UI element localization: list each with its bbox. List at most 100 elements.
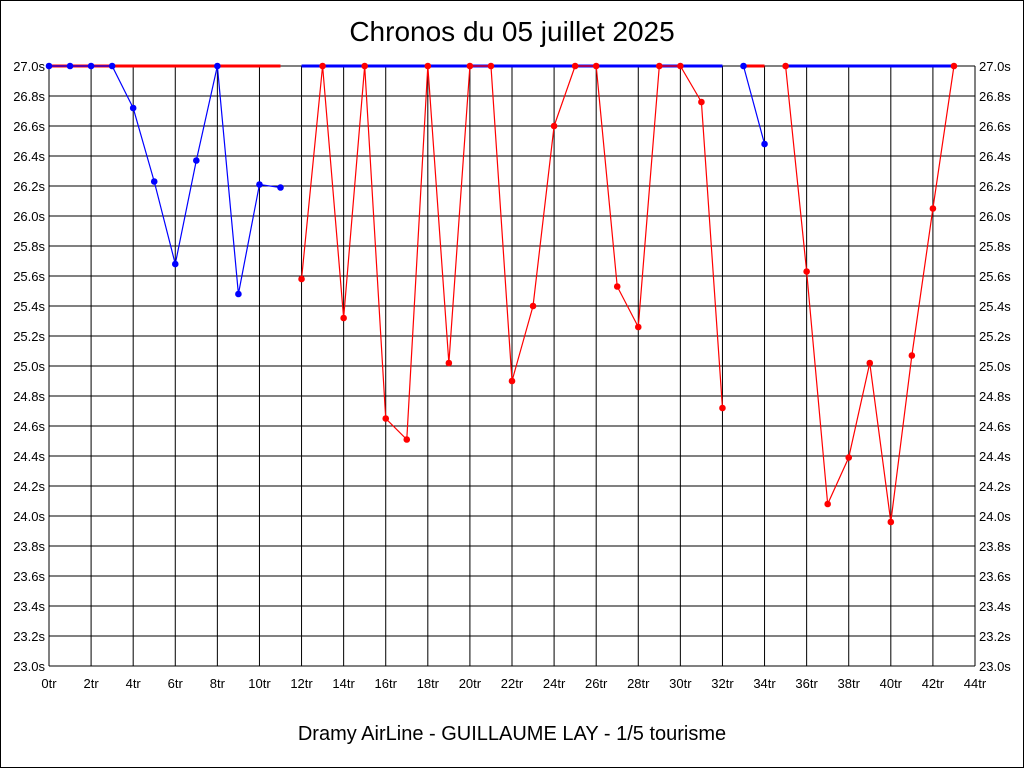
data-point (634, 323, 642, 331)
data-point (108, 62, 116, 70)
data-point (193, 157, 200, 164)
y-tick-label-right: 26.2s (979, 179, 1011, 194)
y-tick-label-right: 23.6s (979, 569, 1011, 584)
y-tick-label-right: 23.2s (979, 629, 1011, 644)
x-tick-label: 14tr (332, 676, 355, 691)
data-point (677, 62, 684, 70)
data-point (445, 359, 453, 367)
x-tick-label: 12tr (290, 676, 313, 691)
x-tick-label: 24tr (543, 676, 566, 691)
y-tick-label-left: 23.0s (13, 659, 45, 674)
x-tick-label: 26tr (585, 676, 608, 691)
data-point (845, 454, 853, 461)
y-tick-label-left: 25.2s (13, 329, 45, 344)
data-point (214, 62, 221, 70)
data-point (592, 62, 600, 70)
y-tick-label-right: 24.4s (979, 449, 1011, 464)
y-tick-label-left: 27.0s (13, 59, 45, 74)
y-tick-label-right: 26.4s (979, 149, 1011, 164)
y-tick-label-left: 26.2s (13, 179, 45, 194)
y-tick-label-right: 23.4s (979, 599, 1011, 614)
data-point (277, 184, 284, 191)
data-point (824, 500, 831, 508)
y-tick-label-left: 26.0s (13, 209, 45, 224)
y-tick-label-left: 25.6s (13, 269, 45, 284)
y-tick-label-right: 24.6s (979, 419, 1011, 434)
y-tick-label-left: 25.4s (13, 299, 45, 314)
chart-footer: Dramy AirLine - GUILLAUME LAY - 1/5 tour… (297, 723, 727, 745)
data-point (866, 359, 874, 367)
y-tick-label-left: 24.2s (13, 479, 45, 494)
x-tick-label: 44tr (964, 676, 987, 691)
x-tick-label: 42tr (922, 676, 945, 691)
y-tick-label-left: 23.2s (13, 629, 45, 644)
x-tick-label: 32tr (711, 676, 734, 691)
data-point (782, 62, 789, 70)
y-tick-label-right: 23.0s (979, 659, 1011, 674)
y-tick-label-left: 24.4s (13, 449, 45, 464)
y-tick-label-right: 25.8s (979, 239, 1011, 254)
data-point (550, 122, 558, 130)
y-tick-label-right: 24.8s (979, 389, 1011, 404)
x-tick-label: 6tr (168, 676, 184, 691)
data-point (87, 62, 95, 70)
y-tick-label-right: 26.8s (979, 89, 1011, 104)
x-tick-label: 2tr (84, 676, 100, 691)
data-point (761, 140, 768, 148)
data-point (571, 62, 579, 70)
y-tick-label-left: 24.6s (13, 419, 45, 434)
x-tick-label: 20tr (459, 676, 482, 691)
data-point (66, 62, 74, 70)
data-point (256, 181, 263, 188)
data-point (45, 62, 53, 70)
data-point (235, 290, 242, 298)
data-point (171, 260, 179, 268)
y-tick-label-left: 23.6s (13, 569, 45, 584)
y-tick-label-left: 24.8s (13, 389, 45, 404)
x-tick-label: 18tr (417, 676, 440, 691)
x-tick-label: 38tr (838, 676, 861, 691)
data-point (340, 314, 347, 322)
x-tick-label: 0tr (41, 676, 57, 691)
y-tick-label-left: 25.8s (13, 239, 45, 254)
data-point (887, 518, 895, 526)
y-tick-label-left: 26.4s (13, 149, 45, 164)
data-point (803, 268, 810, 275)
y-tick-label-right: 27.0s (979, 59, 1011, 74)
x-tick-label: 40tr (880, 676, 903, 691)
x-tick-label: 16tr (375, 676, 398, 691)
y-tick-label-right: 25.2s (979, 329, 1011, 344)
y-tick-label-left: 26.6s (13, 119, 45, 134)
data-point (929, 205, 937, 212)
y-tick-label-right: 26.0s (979, 209, 1011, 224)
data-point (698, 98, 705, 106)
data-point (529, 302, 537, 310)
data-point (319, 62, 326, 70)
data-point (150, 178, 158, 185)
data-point (298, 275, 305, 283)
data-point (487, 62, 495, 70)
y-tick-label-right: 23.8s (979, 539, 1011, 554)
data-point (129, 104, 137, 112)
y-tick-label-right: 24.0s (979, 509, 1011, 524)
y-tick-label-right: 25.4s (979, 299, 1011, 314)
data-point (382, 415, 390, 422)
y-tick-label-right: 25.0s (979, 359, 1011, 374)
data-point (908, 352, 916, 359)
data-point (361, 62, 368, 70)
y-tick-label-left: 23.8s (13, 539, 45, 554)
data-point (950, 62, 958, 70)
y-tick-label-right: 26.6s (979, 119, 1011, 134)
series-line (784, 65, 955, 523)
series-line (49, 65, 281, 295)
x-tick-label: 22tr (501, 676, 524, 691)
x-tick-label: 28tr (627, 676, 650, 691)
y-tick-label-right: 25.6s (979, 269, 1011, 284)
y-tick-label-right: 24.2s (979, 479, 1011, 494)
data-point (466, 62, 474, 70)
x-tick-label: 4tr (126, 676, 142, 691)
data-point (424, 62, 432, 70)
chart-title: Chronos du 05 juillet 2025 (349, 16, 675, 47)
data-point (403, 436, 411, 443)
